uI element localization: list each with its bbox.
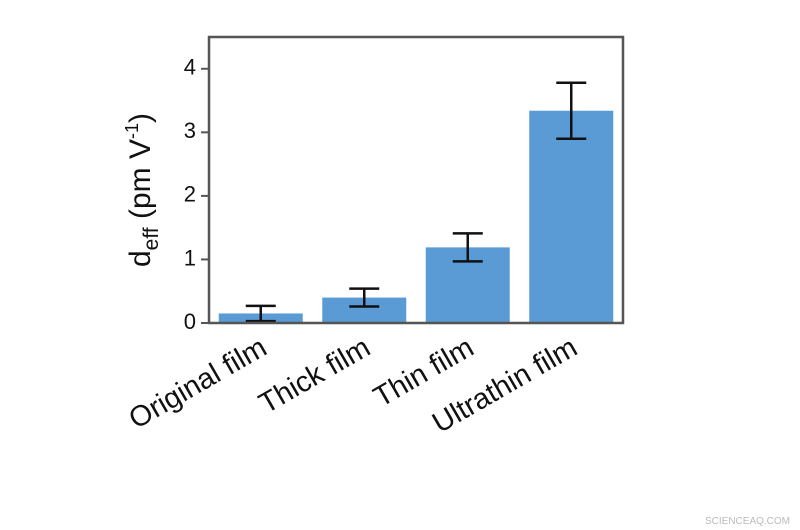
y-tick-label: 0 bbox=[184, 309, 196, 334]
y-label-sup: -1 bbox=[122, 123, 142, 139]
y-label-sub: eff bbox=[140, 227, 163, 250]
x-tick-label: Original film bbox=[124, 331, 273, 435]
bar bbox=[529, 110, 614, 323]
y-tick-label: 4 bbox=[184, 55, 196, 80]
error-bar bbox=[349, 287, 380, 308]
y-tick-label: 3 bbox=[184, 118, 196, 143]
plot-frame bbox=[207, 35, 625, 325]
x-tick-label: Thick film bbox=[254, 331, 376, 420]
error-bar bbox=[452, 232, 483, 263]
error-bar bbox=[556, 81, 587, 140]
y-tick-label: 2 bbox=[184, 182, 196, 207]
y-tick-label: 1 bbox=[184, 245, 196, 270]
y-label-main: d bbox=[124, 250, 157, 267]
y-axis-label: deff (pm V-1) bbox=[122, 113, 163, 267]
y-label-end: ) bbox=[124, 113, 157, 123]
watermark: SCIENCEAQ.COM bbox=[705, 516, 790, 527]
y-label-text: (pm V bbox=[124, 139, 157, 227]
error-bar bbox=[245, 304, 276, 323]
